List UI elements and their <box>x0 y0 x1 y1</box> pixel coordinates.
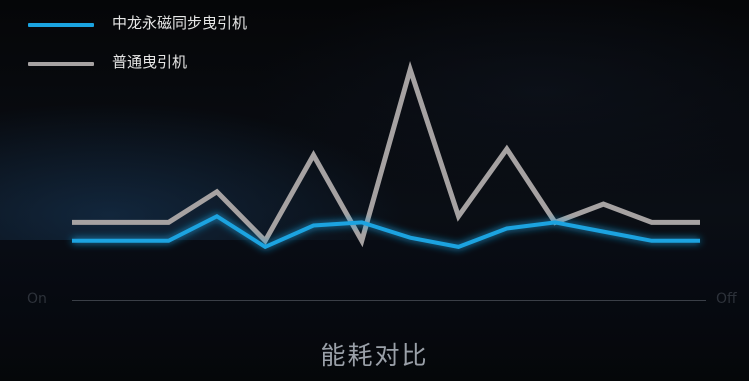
legend-label-series-2: 普通曳引机 <box>112 53 188 71</box>
legend-swatch-series-2 <box>28 62 94 66</box>
legend-swatch-series-1 <box>28 23 94 27</box>
toggle-on-label: On <box>27 291 47 307</box>
series-line-2 <box>72 60 700 248</box>
toggle-off-label: Off <box>716 291 737 307</box>
caption: 能耗对比 <box>320 341 429 370</box>
line-chart <box>72 60 700 250</box>
lower-band <box>0 240 749 381</box>
toggle-track[interactable] <box>72 300 706 301</box>
legend-label-series-1: 中龙永磁同步曳引机 <box>112 14 248 32</box>
series-line-1 <box>72 214 700 250</box>
